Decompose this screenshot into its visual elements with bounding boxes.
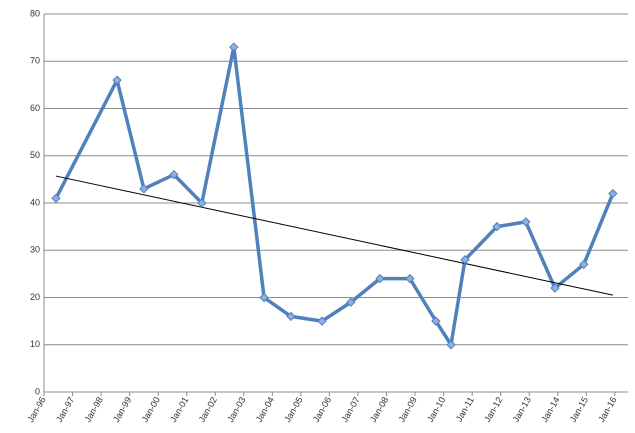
x-tick-label: Jan-01 <box>168 395 190 424</box>
x-tick-label: Jan-99 <box>111 395 133 424</box>
x-tick-label: Jan-15 <box>568 395 590 424</box>
data-point <box>460 254 470 265</box>
y-tick-label: 50 <box>30 150 40 160</box>
x-tick-label: Jan-11 <box>454 395 476 423</box>
data-point <box>51 193 61 203</box>
data-point <box>197 198 207 208</box>
x-tick-label: Jan-96 <box>25 395 47 424</box>
data-point <box>259 292 269 303</box>
x-tick-label: Jan-09 <box>396 395 418 424</box>
y-tick-label: 20 <box>30 292 40 302</box>
x-tick-label: Jan-14 <box>539 395 561 424</box>
x-tick-label: Jan-04 <box>254 395 276 424</box>
data-point <box>446 340 456 350</box>
data-point <box>405 273 415 284</box>
data-point <box>317 316 327 326</box>
x-tick-label: Jan-02 <box>197 395 219 424</box>
x-tick-label: Jan-05 <box>282 395 304 424</box>
data-point <box>608 188 618 199</box>
x-tick-label: Jan-12 <box>482 395 504 424</box>
trend-line <box>55 175 613 296</box>
data-point <box>139 184 149 194</box>
x-tick-label: Jan-08 <box>368 395 390 424</box>
data-point <box>346 297 356 307</box>
x-tick-label: Jan-03 <box>225 395 247 424</box>
x-tick-label: Jan-06 <box>311 395 333 424</box>
y-tick-label: 60 <box>30 103 40 113</box>
data-line <box>54 45 615 347</box>
data-point <box>112 75 122 85</box>
data-point <box>521 217 531 227</box>
y-tick-label: 40 <box>30 197 40 207</box>
x-tick-label: Jan-10 <box>425 395 447 424</box>
x-tick-label: Jan-97 <box>54 395 76 424</box>
data-point <box>229 42 239 52</box>
x-tick-label: Jan-00 <box>140 395 162 424</box>
y-tick-label: 0 <box>35 386 40 396</box>
data-point <box>286 311 296 322</box>
y-tick-label: 80 <box>30 8 40 18</box>
x-tick-label: Jan-13 <box>511 395 533 424</box>
y-tick-label: 10 <box>30 339 40 349</box>
data-point <box>550 283 560 293</box>
data-point <box>579 259 589 270</box>
x-tick-label: Jan-07 <box>339 395 361 424</box>
x-tick-label: Jan-98 <box>82 395 104 424</box>
data-point <box>431 316 441 326</box>
data-point <box>169 169 179 180</box>
y-tick-label: 70 <box>30 56 40 66</box>
y-tick-label: 30 <box>30 245 40 255</box>
x-tick-label: Jan-16 <box>596 395 618 424</box>
data-point <box>492 221 502 232</box>
data-point <box>375 273 385 284</box>
